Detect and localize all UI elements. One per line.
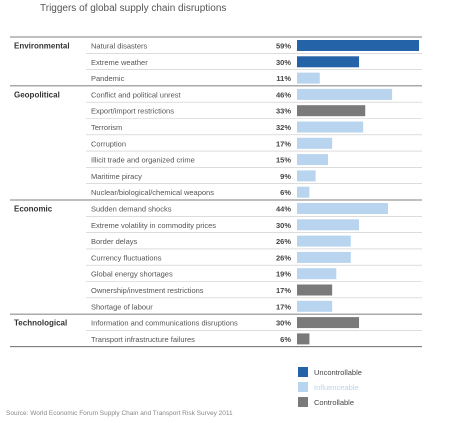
value-label: 17% xyxy=(276,302,291,311)
row-label: Information and communications disruptio… xyxy=(91,319,238,328)
row-label: Illicit trade and organized crime xyxy=(91,156,195,165)
bar xyxy=(297,105,366,117)
bar xyxy=(297,170,316,182)
value-label: 19% xyxy=(276,270,291,279)
bar xyxy=(297,268,337,280)
value-label: 46% xyxy=(276,90,291,99)
row-label: Currency fluctuations xyxy=(91,253,162,262)
group-label: Geopolitical xyxy=(14,90,60,99)
legend-item-influenceable: Influenceable xyxy=(298,381,359,393)
value-label: 6% xyxy=(280,188,291,197)
legend-item-controllable: Controllable xyxy=(298,396,354,408)
value-label: 30% xyxy=(276,319,291,328)
bar xyxy=(297,219,360,231)
row-label: Nuclear/biological/chemical weapons xyxy=(91,188,214,197)
row-label: Maritime piracy xyxy=(91,172,142,181)
bar xyxy=(297,40,419,51)
value-label: 15% xyxy=(276,156,291,165)
bar xyxy=(297,203,388,214)
value-label: 26% xyxy=(276,237,291,246)
bar-chart: Environmental Natural disasters 59% Extreme… xyxy=(10,36,422,348)
group-label: Economic xyxy=(14,205,53,214)
bar xyxy=(297,317,360,329)
row-label: Pandemic xyxy=(91,74,125,83)
row-label: Sudden demand shocks xyxy=(91,205,172,214)
row-label: Transport infrastructure failures xyxy=(91,335,195,344)
bar xyxy=(297,284,333,296)
group-label: Environmental xyxy=(14,42,70,51)
value-label: 9% xyxy=(280,172,291,181)
row-label: Global energy shortages xyxy=(91,270,173,279)
bar xyxy=(297,251,351,263)
value-label: 17% xyxy=(276,139,291,148)
bar xyxy=(297,333,310,345)
value-label: 30% xyxy=(276,58,291,67)
value-label: 33% xyxy=(276,107,291,116)
row-label: Corruption xyxy=(91,139,126,148)
bar xyxy=(297,121,364,133)
group-label: Technological xyxy=(14,319,67,328)
legend-label-influenceable: Influenceable xyxy=(314,382,359,392)
value-label: 59% xyxy=(276,42,291,51)
source-note: Source: World Economic Forum Supply Chai… xyxy=(6,410,233,417)
bar xyxy=(297,154,329,166)
bar xyxy=(297,137,333,149)
row-label: Terrorism xyxy=(91,123,122,132)
legend-label-uncontrollable: Uncontrollable xyxy=(314,367,362,377)
bar xyxy=(297,235,351,247)
row-label: Conflict and political unrest xyxy=(91,90,182,99)
row-label: Export/import restrictions xyxy=(91,107,174,116)
value-label: 32% xyxy=(276,123,291,132)
value-label: 26% xyxy=(276,253,291,262)
legend-swatch-influenceable xyxy=(298,382,308,392)
bar xyxy=(297,300,333,312)
bar xyxy=(297,72,320,84)
chart-title: Triggers of global supply chain disrupti… xyxy=(40,3,227,14)
row-label: Natural disasters xyxy=(91,42,148,51)
row-label: Border delays xyxy=(91,237,138,246)
row-label: Shortage of labour xyxy=(91,302,153,311)
bar xyxy=(297,88,393,100)
legend-item-uncontrollable: Uncontrollable xyxy=(298,366,362,378)
bar xyxy=(297,186,310,198)
legend-swatch-controllable xyxy=(298,397,308,407)
value-label: 17% xyxy=(276,286,291,295)
value-label: 11% xyxy=(276,74,291,83)
value-label: 44% xyxy=(276,205,291,214)
row-label: Ownership/investment restrictions xyxy=(91,286,204,295)
row-label: Extreme volatility in commodity prices xyxy=(91,221,216,230)
row-label: Extreme weather xyxy=(91,58,148,67)
legend-label-controllable: Controllable xyxy=(314,397,355,407)
bar xyxy=(297,56,360,68)
value-label: 30% xyxy=(276,221,291,230)
value-label: 6% xyxy=(280,335,291,344)
legend-swatch-uncontrollable xyxy=(298,367,308,377)
